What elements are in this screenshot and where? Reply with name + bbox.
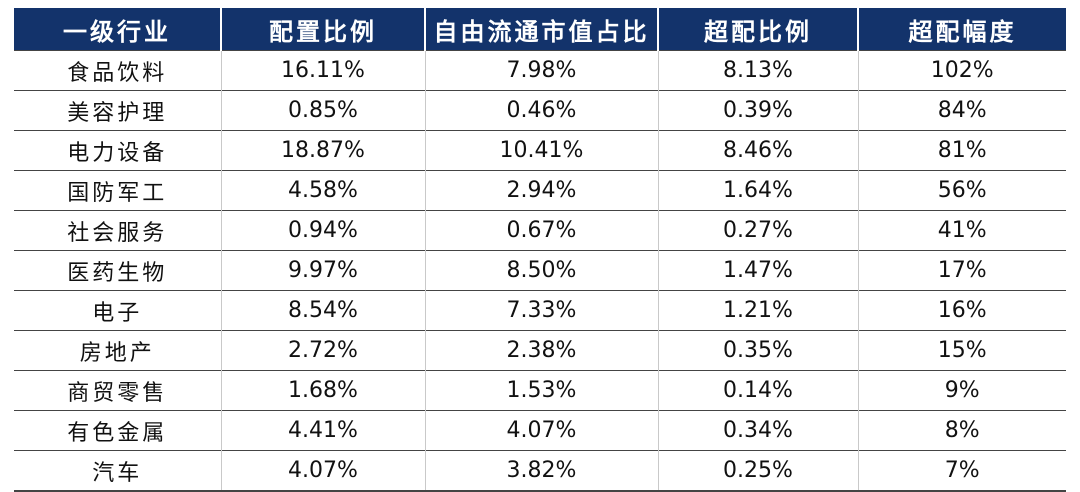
allocation-table-container: 一级行业 配置比例 自由流通市值占比 超配比例 超配幅度 食品饮料 16.11% 7…: [14, 8, 1066, 492]
allocation-ratio-cell: 1.68%: [220, 370, 425, 411]
table-row: 食品饮料 16.11% 7.98% 8.13% 102%: [14, 50, 1066, 91]
overweight-ratio-cell: 1.47%: [657, 250, 858, 291]
industry-cell: 国防军工: [14, 170, 221, 211]
overweight-magnitude-cell: 16%: [857, 290, 1066, 331]
header-overweight-magnitude: 超配幅度: [857, 8, 1066, 51]
industry-allocation-table: 一级行业 配置比例 自由流通市值占比 超配比例 超配幅度 食品饮料 16.11% 7…: [14, 8, 1066, 492]
table-row: 医药生物 9.97% 8.50% 1.47% 17%: [14, 250, 1066, 291]
overweight-magnitude-cell: 41%: [857, 210, 1066, 251]
free-float-share-cell: 3.82%: [424, 450, 658, 492]
allocation-ratio-cell: 8.54%: [220, 290, 425, 331]
header-row: 一级行业 配置比例 自由流通市值占比 超配比例 超配幅度: [14, 8, 1066, 51]
free-float-share-cell: 8.50%: [424, 250, 658, 291]
overweight-ratio-cell: 0.27%: [657, 210, 858, 251]
free-float-share-cell: 7.33%: [424, 290, 658, 331]
industry-cell: 电力设备: [14, 130, 221, 171]
industry-cell: 社会服务: [14, 210, 221, 251]
allocation-ratio-cell: 4.58%: [220, 170, 425, 211]
allocation-ratio-cell: 4.07%: [220, 450, 425, 492]
industry-cell: 有色金属: [14, 410, 221, 451]
overweight-ratio-cell: 0.35%: [657, 330, 858, 371]
allocation-ratio-cell: 0.85%: [220, 90, 425, 131]
table-row: 美容护理 0.85% 0.46% 0.39% 84%: [14, 90, 1066, 131]
table-row: 社会服务 0.94% 0.67% 0.27% 41%: [14, 210, 1066, 251]
table-row: 房地产 2.72% 2.38% 0.35% 15%: [14, 330, 1066, 371]
overweight-magnitude-cell: 15%: [857, 330, 1066, 371]
industry-cell: 房地产: [14, 330, 221, 371]
overweight-magnitude-cell: 81%: [857, 130, 1066, 171]
industry-cell: 美容护理: [14, 90, 221, 131]
industry-cell: 汽车: [14, 450, 221, 492]
overweight-ratio-cell: 8.46%: [657, 130, 858, 171]
allocation-ratio-cell: 2.72%: [220, 330, 425, 371]
overweight-ratio-cell: 8.13%: [657, 50, 858, 91]
overweight-magnitude-cell: 56%: [857, 170, 1066, 211]
industry-cell: 电子: [14, 290, 221, 331]
allocation-ratio-cell: 16.11%: [220, 50, 425, 91]
free-float-share-cell: 1.53%: [424, 370, 658, 411]
table-row: 汽车 4.07% 3.82% 0.25% 7%: [14, 450, 1066, 492]
overweight-ratio-cell: 1.21%: [657, 290, 858, 331]
industry-cell: 食品饮料: [14, 50, 221, 91]
table-row: 国防军工 4.58% 2.94% 1.64% 56%: [14, 170, 1066, 211]
table-row: 商贸零售 1.68% 1.53% 0.14% 9%: [14, 370, 1066, 411]
allocation-ratio-cell: 9.97%: [220, 250, 425, 291]
allocation-ratio-cell: 4.41%: [220, 410, 425, 451]
free-float-share-cell: 2.38%: [424, 330, 658, 371]
allocation-ratio-cell: 18.87%: [220, 130, 425, 171]
overweight-magnitude-cell: 9%: [857, 370, 1066, 411]
overweight-ratio-cell: 0.34%: [657, 410, 858, 451]
allocation-ratio-cell: 0.94%: [220, 210, 425, 251]
header-allocation-ratio: 配置比例: [220, 8, 425, 51]
free-float-share-cell: 4.07%: [424, 410, 658, 451]
free-float-share-cell: 0.46%: [424, 90, 658, 131]
overweight-magnitude-cell: 17%: [857, 250, 1066, 291]
header-free-float-share: 自由流通市值占比: [424, 8, 658, 51]
free-float-share-cell: 2.94%: [424, 170, 658, 211]
table-row: 电子 8.54% 7.33% 1.21% 16%: [14, 290, 1066, 331]
overweight-magnitude-cell: 102%: [857, 50, 1066, 91]
overweight-ratio-cell: 1.64%: [657, 170, 858, 211]
free-float-share-cell: 7.98%: [424, 50, 658, 91]
header-overweight-ratio: 超配比例: [657, 8, 858, 51]
industry-cell: 医药生物: [14, 250, 221, 291]
table-row: 有色金属 4.41% 4.07% 0.34% 8%: [14, 410, 1066, 451]
overweight-ratio-cell: 0.39%: [657, 90, 858, 131]
overweight-magnitude-cell: 8%: [857, 410, 1066, 451]
free-float-share-cell: 0.67%: [424, 210, 658, 251]
overweight-magnitude-cell: 7%: [857, 450, 1066, 492]
table-header: 一级行业 配置比例 自由流通市值占比 超配比例 超配幅度: [14, 8, 1066, 51]
overweight-ratio-cell: 0.14%: [657, 370, 858, 411]
overweight-ratio-cell: 0.25%: [657, 450, 858, 492]
table-body: 食品饮料 16.11% 7.98% 8.13% 102% 美容护理 0.85% 0.46% 0.…: [14, 50, 1066, 492]
table-row: 电力设备 18.87% 10.41% 8.46% 81%: [14, 130, 1066, 171]
overweight-magnitude-cell: 84%: [857, 90, 1066, 131]
industry-cell: 商贸零售: [14, 370, 221, 411]
free-float-share-cell: 10.41%: [424, 130, 658, 171]
header-industry: 一级行业: [14, 8, 221, 51]
